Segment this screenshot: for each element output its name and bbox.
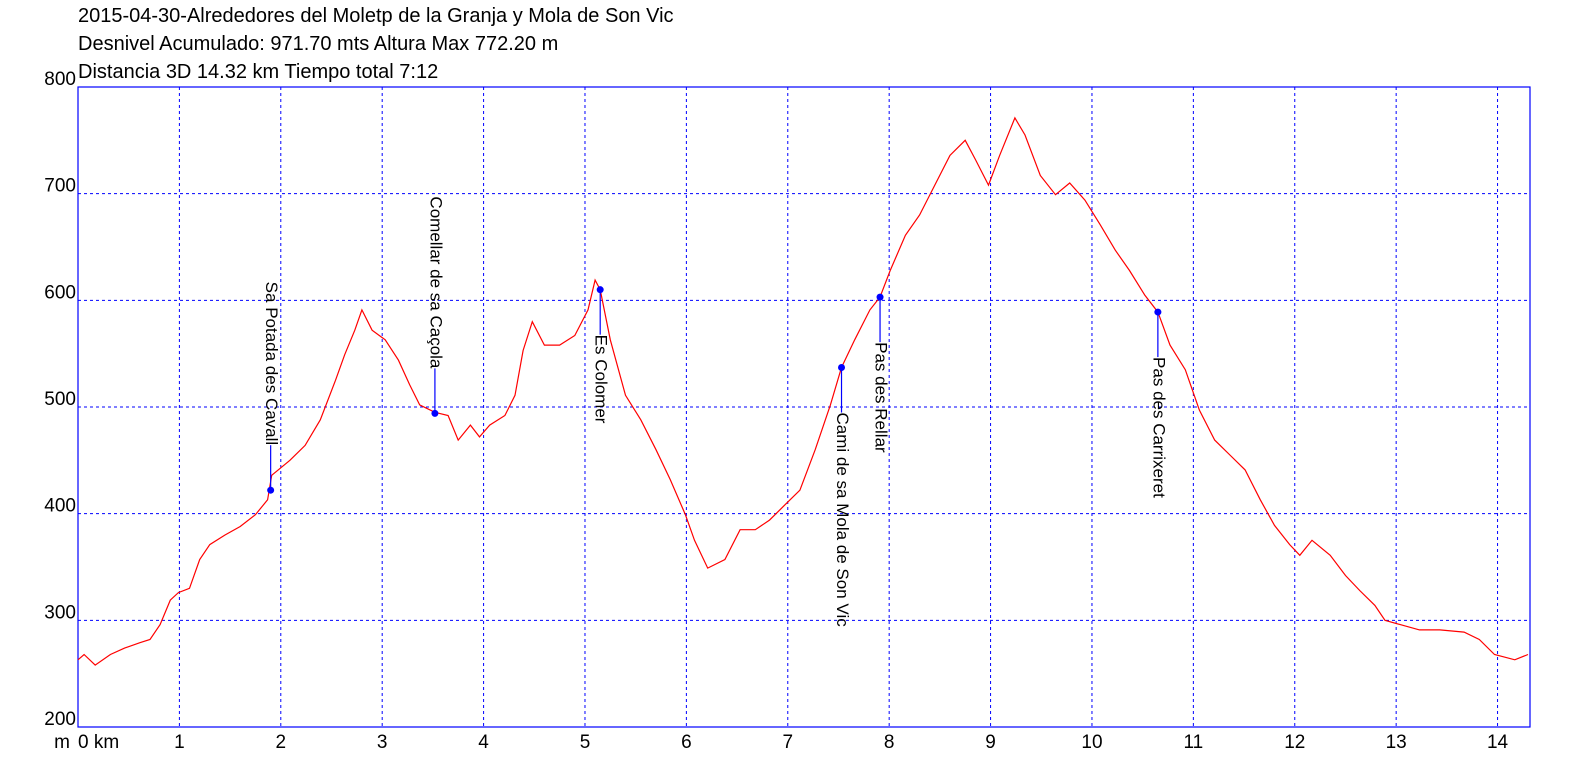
y-tick-label: 800 xyxy=(44,69,76,90)
x-tick-label: 1 xyxy=(174,732,185,753)
y-tick-label: 200 xyxy=(44,709,76,730)
waypoint xyxy=(876,293,884,301)
x-tick-label: 2 xyxy=(276,732,287,753)
y-unit: m xyxy=(54,732,70,753)
elevation-line xyxy=(77,116,1529,666)
x-tick-label: 7 xyxy=(782,732,793,753)
waypoint xyxy=(838,364,846,372)
plot-border xyxy=(77,86,1531,728)
y-tick-label: 700 xyxy=(44,176,76,197)
waypoint xyxy=(1154,308,1162,316)
y-tick-label: 300 xyxy=(44,602,76,623)
x-tick-label: 14 xyxy=(1487,732,1509,753)
waypoint xyxy=(596,286,604,294)
waypoint xyxy=(431,409,439,417)
waypoint-label: Comellar de sa Caçola xyxy=(426,196,445,369)
x-tick-label: 10 xyxy=(1081,732,1102,753)
waypoint-label: Pas des Rellar xyxy=(872,342,891,453)
x-tick-label: 13 xyxy=(1386,732,1407,753)
title-line: Distancia 3D 14.32 km Tiempo total 7:12 xyxy=(78,61,438,83)
title-line: Desnivel Acumulado: 971.70 mts Altura Ma… xyxy=(78,33,558,55)
y-tick-label: 600 xyxy=(44,282,76,303)
y-tick-label: 500 xyxy=(44,389,76,410)
x-tick-label: 0 km xyxy=(78,732,119,753)
y-tick-label: 400 xyxy=(44,496,76,517)
x-tick-label: 12 xyxy=(1284,732,1305,753)
waypoint xyxy=(267,486,275,494)
title-line: 2015-04-30-Alrededores del Moletp de la … xyxy=(78,5,674,27)
x-tick-label: 11 xyxy=(1183,732,1203,753)
x-tick-label: 4 xyxy=(478,732,489,753)
waypoint-label: Es Colomer xyxy=(592,335,611,424)
waypoint-label: Pas des Carrixeret xyxy=(1149,357,1168,498)
x-tick-label: 6 xyxy=(681,732,692,753)
x-tick-label: 5 xyxy=(580,732,591,753)
x-tick-label: 8 xyxy=(884,732,895,753)
x-tick-label: 3 xyxy=(377,732,388,753)
x-tick-label: 9 xyxy=(985,732,996,753)
waypoint-label: Cami de sa Mola de Son Vic xyxy=(833,413,852,628)
waypoint-label: Sa Potada des Cavall xyxy=(262,282,281,446)
